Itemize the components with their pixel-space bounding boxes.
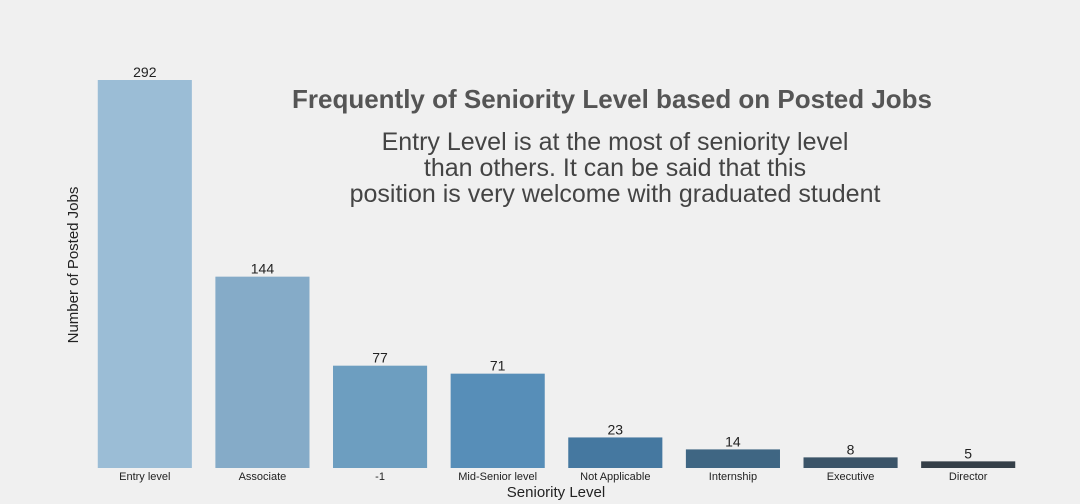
x-tick-labels-group: Entry level Associate -1 Mid-Senior level No… bbox=[119, 471, 988, 483]
bar-entry-level bbox=[97, 80, 192, 468]
bar-value-label-mid-senior-level: 71 bbox=[490, 358, 506, 374]
bar-internship bbox=[685, 449, 780, 468]
x-tick-label-entry-level: Entry level bbox=[119, 471, 170, 483]
bar-value-labels-group: 292 144 77 71 23 14 8 5 bbox=[133, 64, 972, 461]
bar-value-label-internship: 14 bbox=[725, 433, 741, 449]
x-tick-label-executive: Executive bbox=[827, 471, 875, 483]
bar-director bbox=[921, 461, 1016, 468]
bars-group bbox=[97, 80, 1016, 468]
bar-not-applicable bbox=[568, 437, 663, 468]
annotation-line-3: position is very welcome with graduated … bbox=[350, 180, 881, 208]
x-tick-label-associate: Associate bbox=[239, 471, 287, 483]
bar-value-label-not-applicable: 23 bbox=[608, 421, 624, 437]
x-tick-label-1: -1 bbox=[375, 471, 385, 483]
x-tick-label-director: Director bbox=[949, 471, 988, 483]
x-tick-label-mid-senior-level: Mid-Senior level bbox=[458, 471, 537, 483]
annotation-line-1: Entry Level is at the most of seniority … bbox=[382, 128, 849, 156]
bar-mid-senior-level bbox=[450, 373, 545, 468]
bar-1 bbox=[333, 365, 428, 468]
bar-value-label-1: 77 bbox=[372, 350, 388, 366]
x-tick-label-not-applicable: Not Applicable bbox=[580, 471, 650, 483]
bar-value-label-entry-level: 292 bbox=[133, 64, 157, 80]
bar-value-label-executive: 8 bbox=[847, 441, 855, 457]
bar-executive bbox=[803, 457, 898, 468]
chart-title: Frequently of Seniority Level based on P… bbox=[292, 84, 932, 114]
x-tick-label-internship: Internship bbox=[709, 471, 757, 483]
bar-value-label-director: 5 bbox=[964, 445, 972, 461]
annotation-line-2: than others. It can be said that this bbox=[424, 154, 806, 182]
bar-associate bbox=[215, 276, 310, 468]
bar-value-label-associate: 144 bbox=[251, 261, 275, 277]
y-axis-label: Number of Posted Jobs bbox=[65, 187, 82, 344]
x-axis-label: Seniority Level bbox=[507, 484, 605, 501]
